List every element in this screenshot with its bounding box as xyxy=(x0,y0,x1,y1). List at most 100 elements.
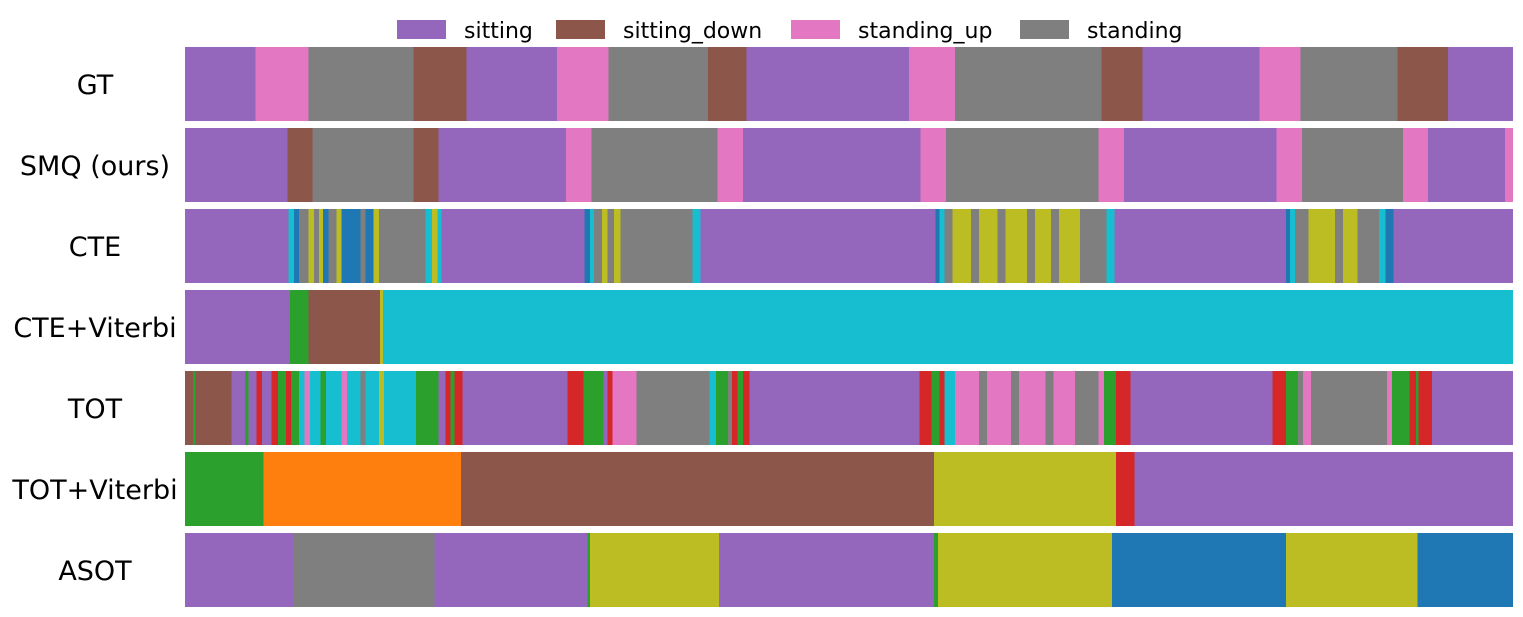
segment-purple xyxy=(185,128,288,202)
segment-cyan xyxy=(590,209,595,283)
segment-green xyxy=(289,290,309,364)
segment-bar xyxy=(185,533,1513,607)
segment-green xyxy=(583,371,588,445)
row-asot: ASOT xyxy=(58,533,1513,607)
segment-pink xyxy=(987,371,1012,445)
segment-gray xyxy=(636,371,710,445)
legend-item-standing: standing xyxy=(1020,19,1183,44)
segment-purple xyxy=(185,533,294,607)
segment-purple xyxy=(434,533,588,607)
segment-purple xyxy=(1114,209,1286,283)
segment-olive xyxy=(319,209,324,283)
legend-label: standing xyxy=(1087,19,1183,44)
segment-olive xyxy=(308,209,314,283)
segment-red xyxy=(1272,371,1286,445)
legend: sitting sitting_down standing_up standing xyxy=(397,19,1183,44)
segment-purple xyxy=(231,371,245,445)
segment-purple xyxy=(720,533,934,607)
segment-gray xyxy=(293,533,435,607)
segment-gray xyxy=(1074,371,1099,445)
segment-cyan xyxy=(347,371,361,445)
segment-blue xyxy=(1285,209,1290,283)
segment-red xyxy=(732,371,738,445)
segment-gray xyxy=(718,533,721,607)
segment-purple xyxy=(1428,128,1506,202)
segment-red xyxy=(285,371,292,445)
segment-purple xyxy=(1130,371,1273,445)
segment-olive xyxy=(1285,533,1418,607)
segment-blue xyxy=(365,209,374,283)
segment-red xyxy=(256,371,263,445)
segment-green xyxy=(1392,371,1410,445)
segment-gray xyxy=(313,209,320,283)
segment-cyan xyxy=(309,371,321,445)
segment-purple xyxy=(438,371,446,445)
segment-brown xyxy=(195,371,232,445)
segment-green xyxy=(192,371,196,445)
segment-bar xyxy=(185,290,1513,364)
segment-gray xyxy=(1300,47,1398,121)
segment-gray xyxy=(728,371,733,445)
segment-olive xyxy=(937,533,1112,607)
segment-cyan xyxy=(692,209,701,283)
segment-bar xyxy=(185,128,1513,202)
segment-purple xyxy=(1431,371,1513,445)
segment-green xyxy=(291,371,300,445)
segment-green xyxy=(320,371,326,445)
legend-item-standing-up: standing_up xyxy=(791,19,992,44)
segment-blue xyxy=(293,209,300,283)
segment-purple xyxy=(441,209,585,283)
segment-blue xyxy=(1417,533,1513,607)
segment-purple xyxy=(185,209,289,283)
segment-gray xyxy=(1050,209,1059,283)
row-label: CTE+Viterbi xyxy=(13,313,176,344)
segment-purple xyxy=(1142,47,1260,121)
segment-green xyxy=(737,371,743,445)
segment-purple xyxy=(1134,452,1513,526)
legend-swatch xyxy=(397,20,446,39)
segment-gray xyxy=(1045,371,1054,445)
row-tot: TOT xyxy=(67,371,1513,445)
segment-brown xyxy=(185,371,193,445)
segment-gray xyxy=(1335,209,1344,283)
legend-label: sitting xyxy=(464,19,533,44)
row-label: GT xyxy=(77,70,114,101)
segment-red xyxy=(1418,371,1432,445)
segment-olive xyxy=(979,209,998,283)
segment-green xyxy=(450,371,455,445)
segment-pink xyxy=(1303,371,1312,445)
segment-olive xyxy=(432,209,438,283)
segment-gray xyxy=(328,209,337,283)
segment-brown xyxy=(708,47,747,121)
segment-green xyxy=(416,371,439,445)
segment-red xyxy=(1409,371,1417,445)
segment-pink xyxy=(1098,371,1104,445)
segment-green xyxy=(185,452,264,526)
segment-blue xyxy=(584,209,591,283)
segment-blue xyxy=(341,209,361,283)
segment-red xyxy=(1115,371,1131,445)
segment-green xyxy=(277,371,286,445)
segment-olive xyxy=(1308,209,1336,283)
segment-olive xyxy=(613,209,621,283)
segment-pink xyxy=(612,371,637,445)
segment-olive xyxy=(933,452,1116,526)
segment-brown xyxy=(308,290,381,364)
segment-olive xyxy=(1034,209,1051,283)
segment-blue xyxy=(1385,209,1394,283)
segment-green xyxy=(1103,371,1116,445)
segment-red xyxy=(919,371,932,445)
segment-blue xyxy=(935,209,940,283)
segment-red xyxy=(742,371,750,445)
segment-gray xyxy=(971,209,980,283)
segment-gray xyxy=(308,47,414,121)
segment-olive xyxy=(1005,209,1027,283)
segment-green xyxy=(931,371,940,445)
legend-label: sitting_down xyxy=(623,19,762,44)
segment-red xyxy=(1115,452,1135,526)
segment-cyan xyxy=(1106,209,1115,283)
segment-pink xyxy=(556,47,609,121)
segment-purple xyxy=(466,47,557,121)
segment-brown xyxy=(461,452,934,526)
segment-gray xyxy=(299,209,309,283)
